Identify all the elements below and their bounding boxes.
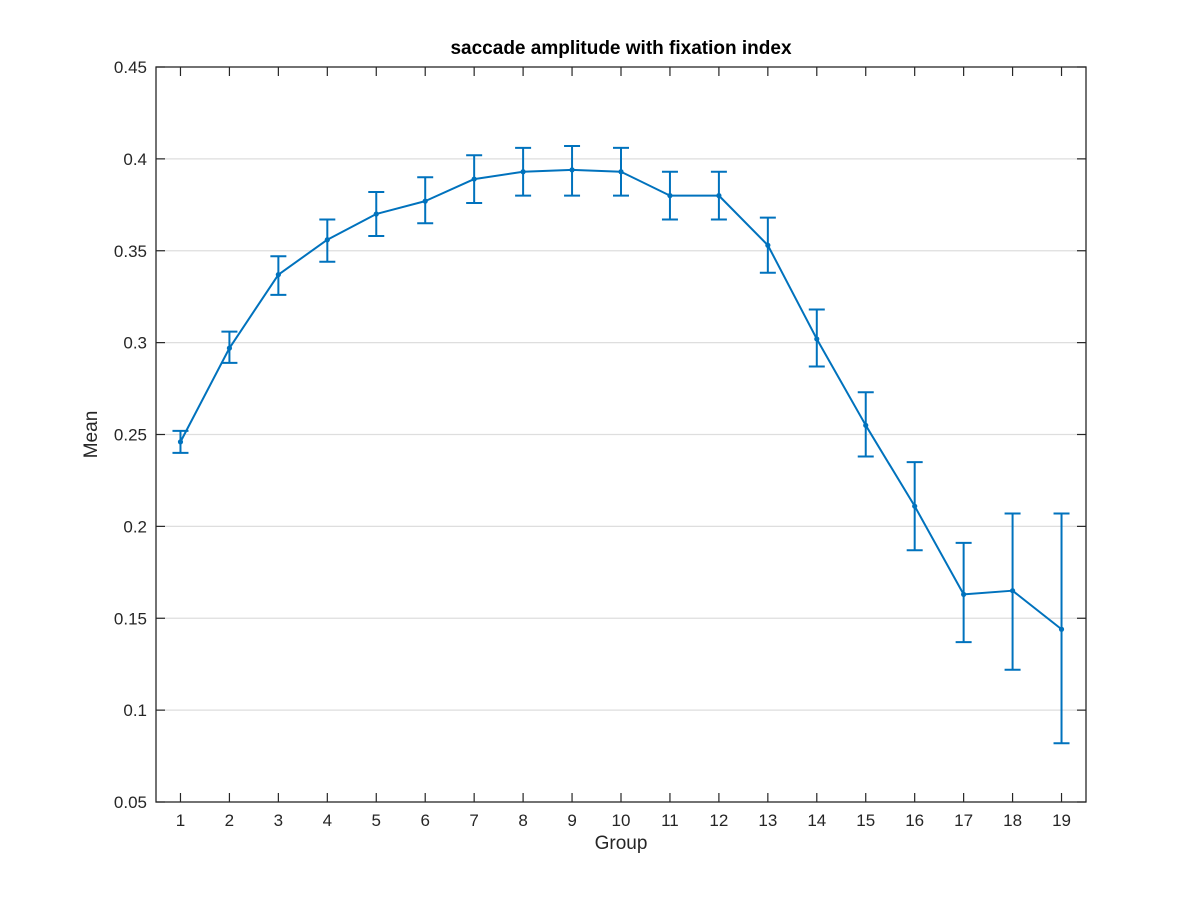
data-point bbox=[618, 169, 624, 175]
data-point bbox=[471, 176, 477, 182]
x-tick-label: 12 bbox=[709, 811, 728, 830]
data-point bbox=[863, 422, 869, 428]
ticks: 0.050.10.150.20.250.30.350.40.451 2 3 4 5 6 7 8… bbox=[114, 58, 1086, 830]
x-tick-label: 11 bbox=[661, 811, 679, 830]
data-point bbox=[667, 193, 673, 199]
x-tick-label: 18 bbox=[1003, 811, 1022, 830]
x-tick-label: 7 bbox=[469, 811, 478, 830]
y-tick-label: 0.15 bbox=[114, 609, 147, 628]
data-point bbox=[520, 169, 526, 175]
x-tick-label: 16 bbox=[905, 811, 924, 830]
data-point bbox=[1009, 588, 1016, 594]
data-series bbox=[172, 145, 1070, 745]
x-tick-label: 4 bbox=[323, 811, 332, 830]
x-tick-label: 3 bbox=[274, 811, 283, 830]
data-point bbox=[1058, 626, 1065, 632]
x-tick-label: 13 bbox=[758, 811, 777, 830]
x-tick-label: 15 bbox=[856, 811, 875, 830]
data-point bbox=[177, 439, 184, 445]
data-point bbox=[961, 591, 967, 597]
data-point bbox=[765, 242, 771, 248]
x-tick-label: 10 bbox=[612, 811, 631, 830]
y-tick-label: 0.3 bbox=[123, 334, 147, 353]
y-tick-label: 0.2 bbox=[123, 517, 147, 536]
y-axis-label: Mean bbox=[81, 411, 102, 459]
data-point bbox=[373, 211, 379, 217]
x-tick-label: 8 bbox=[518, 811, 527, 830]
data-point bbox=[716, 193, 722, 199]
y-tick-label: 0.4 bbox=[123, 150, 147, 169]
x-tick-label: 6 bbox=[420, 811, 429, 830]
y-tick-label: 0.35 bbox=[114, 242, 147, 261]
data-point bbox=[226, 345, 233, 351]
y-tick-label: 0.1 bbox=[123, 701, 147, 720]
x-tick-label: 19 bbox=[1052, 811, 1071, 830]
x-tick-label: 2 bbox=[225, 811, 234, 830]
data-point bbox=[814, 336, 820, 342]
data-point bbox=[422, 198, 428, 204]
x-tick-label: 1 bbox=[176, 811, 185, 830]
y-tick-label: 0.05 bbox=[114, 793, 147, 812]
data-point bbox=[569, 167, 575, 173]
data-point bbox=[275, 272, 281, 278]
data-point bbox=[912, 503, 918, 509]
x-axis-label: Group bbox=[595, 833, 648, 854]
x-tick-label: 5 bbox=[372, 811, 381, 830]
chart-title: saccade amplitude with fixation index bbox=[450, 38, 791, 59]
y-tick-label: 0.25 bbox=[114, 426, 147, 445]
x-tick-label: 17 bbox=[954, 811, 973, 830]
x-tick-label: 9 bbox=[567, 811, 576, 830]
y-tick-label: 0.45 bbox=[114, 58, 147, 77]
data-point bbox=[324, 237, 330, 243]
x-tick-label: 14 bbox=[807, 811, 826, 830]
